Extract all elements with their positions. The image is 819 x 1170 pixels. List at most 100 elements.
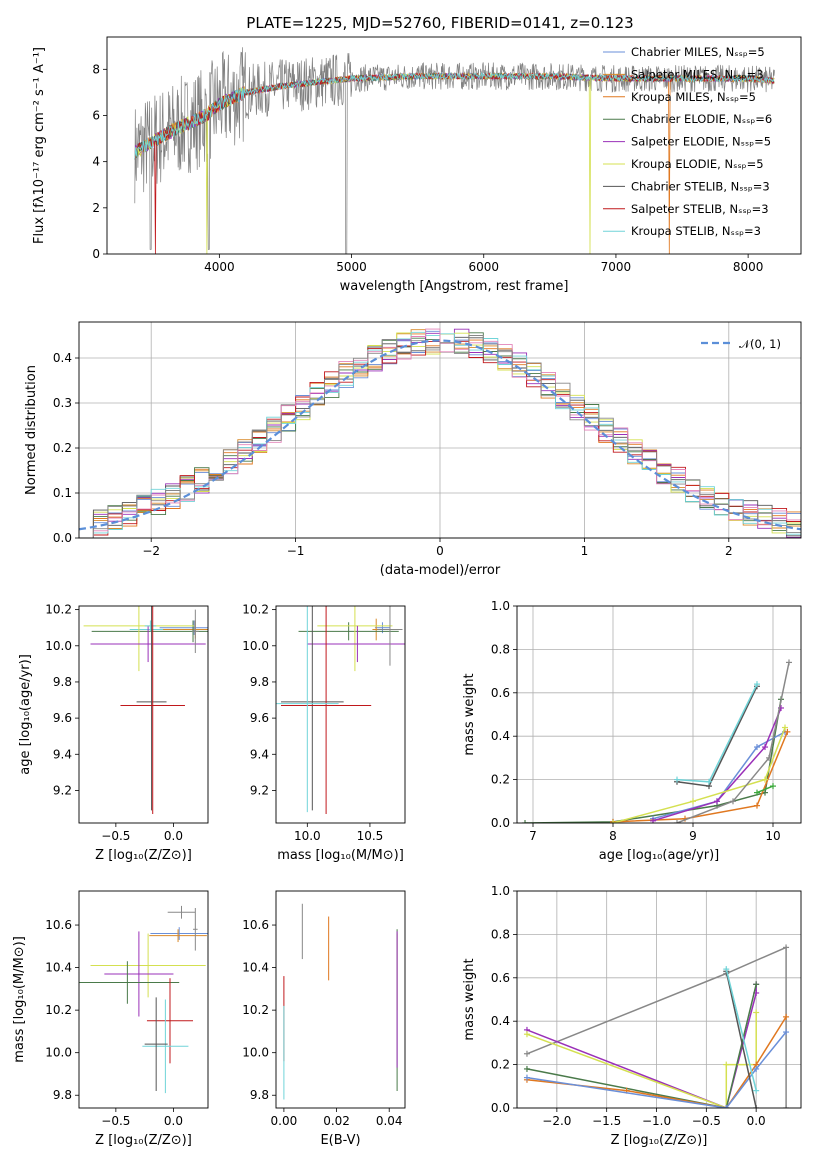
y-tick-label: 8 (92, 62, 100, 76)
mass-weight-line (676, 662, 790, 823)
y-axis-label: mass [log₁₀(M/M⊙)] (12, 936, 27, 1063)
x-tick-label: 6000 (468, 260, 499, 274)
x-tick-label: −1.5 (592, 1114, 621, 1128)
axes-frame (78, 890, 209, 1109)
plot-area (522, 659, 792, 823)
y-tick-label: 9.8 (250, 1088, 269, 1102)
mass-weight-line (526, 1031, 787, 1108)
axes-frame (275, 890, 406, 1109)
y-tick-label: 1.0 (491, 599, 510, 613)
mass-weight-line (652, 731, 786, 820)
y-tick-label: 0.2 (491, 1058, 510, 1072)
plot-area (283, 903, 398, 1100)
y-tick-label: 0.0 (491, 816, 510, 830)
x-tick-label: −0.5 (101, 1114, 130, 1128)
y-tick-label: 10.2 (45, 1003, 72, 1017)
y-tick-label: 9.8 (250, 675, 269, 689)
x-axis-label: Z [log₁₀(Z/Z⊙)] (95, 1133, 192, 1148)
model-spectrum-line (134, 71, 775, 160)
x-tick-label: −2 (142, 544, 160, 558)
y-tick-label: 9.6 (250, 711, 269, 725)
mass-weight-line (756, 785, 774, 794)
y-tick-label: 10.4 (242, 961, 269, 975)
figure-title: PLATE=1225, MJD=52760, FIBERID=0141, z=0… (246, 14, 633, 32)
y-tick-label: 9.6 (53, 711, 72, 725)
y-tick-label: 6 (92, 108, 100, 122)
x-axis-label: wavelength [Angstrom, rest frame] (340, 279, 569, 294)
y-tick-label: 10.2 (242, 1003, 269, 1017)
mass-vs-ebv-panel: 0.00 0.02 0.04 9.8 10.0 10.2 10.4 10.6 E(B-V) (242, 890, 406, 1148)
residuals-panel: −2 −1 0 1 2 0.0 0.1 0.2 0.3 0.4 (data-model)/error… (24, 321, 802, 578)
x-tick-label: 10.0 (294, 829, 321, 843)
legend-label: Chabrier ELODIE, Nₛₛₚ=6 (631, 112, 772, 126)
y-tick-label: 2 (92, 201, 100, 215)
legend-label: Salpeter MILES, Nₛₛₚ=3 (631, 67, 764, 81)
y-tick-label: 0.8 (491, 927, 510, 941)
x-tick-label: 7 (529, 829, 537, 843)
y-tick-label: 0.6 (491, 686, 510, 700)
y-tick-label: 0.0 (491, 1101, 510, 1115)
y-tick-label: 10.0 (45, 1046, 72, 1060)
y-tick-label: 9.8 (53, 675, 72, 689)
x-axis-label: Z [log₁₀(Z/Z⊙)] (95, 848, 192, 863)
y-tick-label: 0.8 (491, 642, 510, 656)
y-tick-label: 0.3 (53, 396, 72, 410)
y-tick-label: 9.2 (53, 783, 72, 797)
mass-vs-metallicity-panel: −0.5 0.0 9.8 10.0 10.2 10.4 10.6 Z [log₁₀(Z/Z⊙)… (12, 890, 209, 1148)
axes-frame (516, 890, 802, 1109)
legend-label: Kroupa STELIB, Nₛₛₚ=3 (631, 224, 761, 238)
legend-label: Salpeter ELODIE, Nₛₛₚ=5 (631, 135, 771, 149)
y-tick-label: 4 (92, 155, 100, 169)
mass-weight-line (652, 707, 782, 822)
mass-weight-vs-age-panel: 7 8 9 10 0.0 0.2 0.4 0.6 0.8 1.0 age [log₁₀(age/yr… (462, 599, 802, 863)
y-axis-label: age [log₁₀(age/yr)] (18, 654, 33, 775)
legend-label: Salpeter STELIB, Nₛₛₚ=3 (631, 202, 769, 216)
plot-area (79, 328, 801, 538)
mass-weight-line (612, 731, 789, 823)
y-tick-label: 1.0 (491, 884, 510, 898)
y-tick-label: 10.6 (45, 918, 72, 932)
x-axis-label: age [log₁₀(age/yr)] (599, 848, 720, 863)
x-tick-label: 2 (725, 544, 733, 558)
x-tick-label: −1 (287, 544, 305, 558)
plot-area (79, 905, 208, 1094)
x-tick-label: 4000 (204, 260, 235, 274)
axes-frame (78, 605, 209, 824)
y-tick-label: 0.2 (53, 441, 72, 455)
x-tick-label: −0.5 (101, 829, 130, 843)
y-tick-label: 9.4 (53, 747, 72, 761)
residual-histogram-step (79, 335, 801, 538)
y-tick-label: 0.1 (53, 486, 72, 500)
y-tick-label: 0.4 (491, 1014, 510, 1028)
y-axis-label: Flux [fλ10⁻¹⁷ erg cm⁻² s⁻¹ A⁻¹] (32, 47, 47, 244)
x-axis-label: mass [log₁₀(M/M⊙)] (277, 848, 404, 863)
x-tick-label: 0.02 (323, 1114, 350, 1128)
mass-weight-line (526, 984, 757, 1108)
x-tick-label: 8 (609, 829, 617, 843)
spectrum-panel: 4000 5000 6000 7000 8000 0 2 4 6 8 wavelength [Ang… (32, 36, 802, 294)
x-tick-label: −0.5 (692, 1114, 721, 1128)
y-tick-label: 0.6 (491, 971, 510, 985)
legend-label: Kroupa MILES, Nₛₛₚ=5 (631, 90, 756, 104)
x-tick-label: 9 (689, 829, 697, 843)
y-tick-label: 9.8 (53, 1088, 72, 1102)
x-tick-label: 0.0 (164, 829, 183, 843)
legend-label: Chabrier STELIB, Nₛₛₚ=3 (631, 179, 770, 193)
x-tick-label: −2.0 (542, 1114, 571, 1128)
x-tick-label: 0.0 (164, 1114, 183, 1128)
legend-label: Chabrier MILES, Nₛₛₚ=5 (631, 45, 765, 59)
legend-label: 𝒩(0, 1) (739, 337, 781, 351)
y-tick-label: 10.2 (242, 603, 269, 617)
x-tick-label: 8000 (733, 260, 764, 274)
mass-weight-line (526, 984, 757, 1108)
mass-weight-line (725, 971, 757, 1108)
mass-weight-line (725, 968, 757, 1091)
plot-area (83, 606, 208, 814)
y-tick-label: 0.4 (491, 729, 510, 743)
y-tick-label: 0.0 (53, 531, 72, 545)
x-axis-label: E(B-V) (320, 1133, 360, 1148)
legend-label: Kroupa ELODIE, Nₛₛₚ=5 (631, 157, 764, 171)
axes-frame (275, 605, 406, 824)
mass-weight-line (612, 727, 786, 823)
